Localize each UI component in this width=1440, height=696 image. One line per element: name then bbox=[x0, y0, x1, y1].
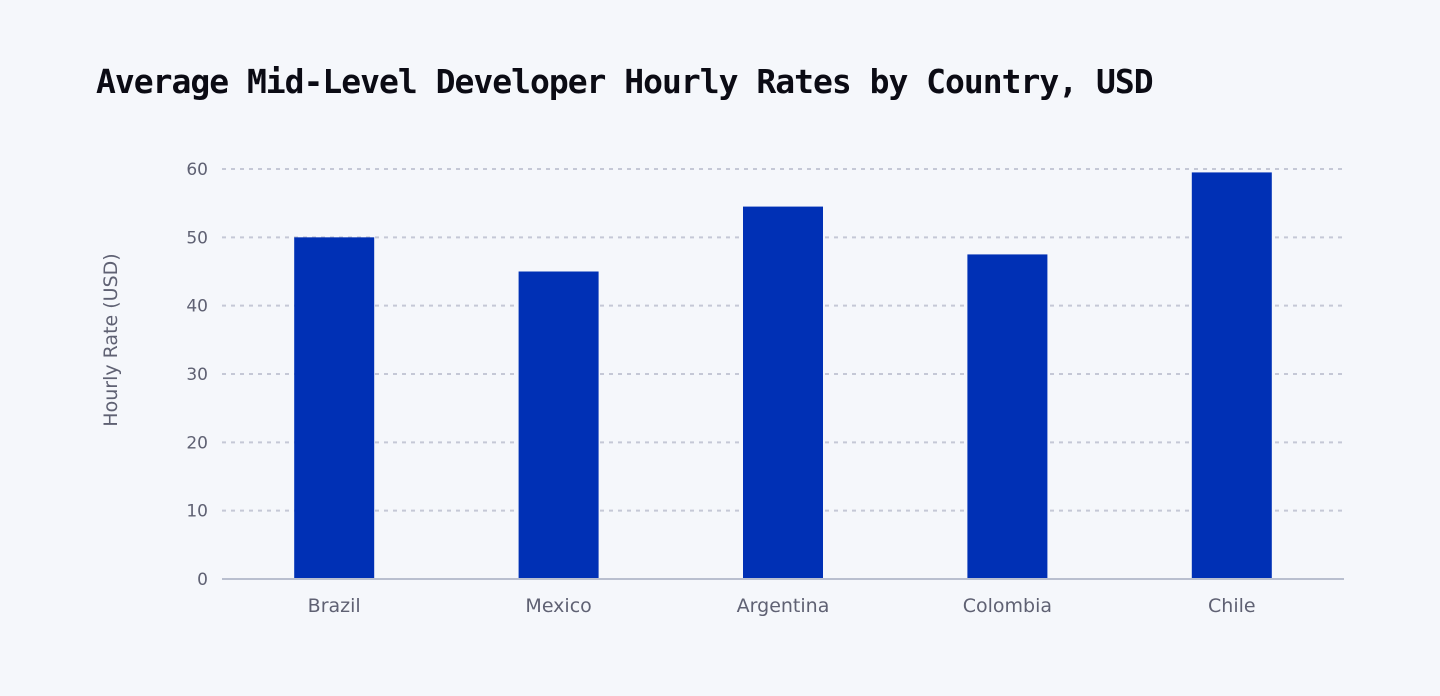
y-tick-label: 60 bbox=[186, 160, 208, 180]
x-tick-label: Brazil bbox=[308, 595, 361, 617]
x-tick-label: Mexico bbox=[525, 595, 591, 617]
y-tick-label: 10 bbox=[186, 502, 208, 522]
y-tick-label: 0 bbox=[197, 570, 208, 590]
y-tick-label: 20 bbox=[186, 433, 208, 453]
bar-chile bbox=[1191, 172, 1272, 579]
y-axis-label: Hourly Rate (USD) bbox=[100, 253, 122, 426]
chart-title: Average Mid-Level Developer Hourly Rates… bbox=[96, 62, 1154, 101]
y-tick-label: 30 bbox=[186, 365, 208, 385]
bar-colombia bbox=[967, 254, 1048, 579]
x-tick-label: Colombia bbox=[963, 595, 1052, 617]
x-tick-label: Chile bbox=[1208, 595, 1256, 617]
bar-brazil bbox=[294, 237, 375, 580]
bar-argentina bbox=[743, 206, 823, 580]
y-tick-label: 50 bbox=[186, 228, 208, 248]
x-tick-label: Argentina bbox=[737, 595, 830, 617]
bar-mexico bbox=[518, 271, 599, 579]
y-tick-label: 40 bbox=[186, 297, 208, 317]
